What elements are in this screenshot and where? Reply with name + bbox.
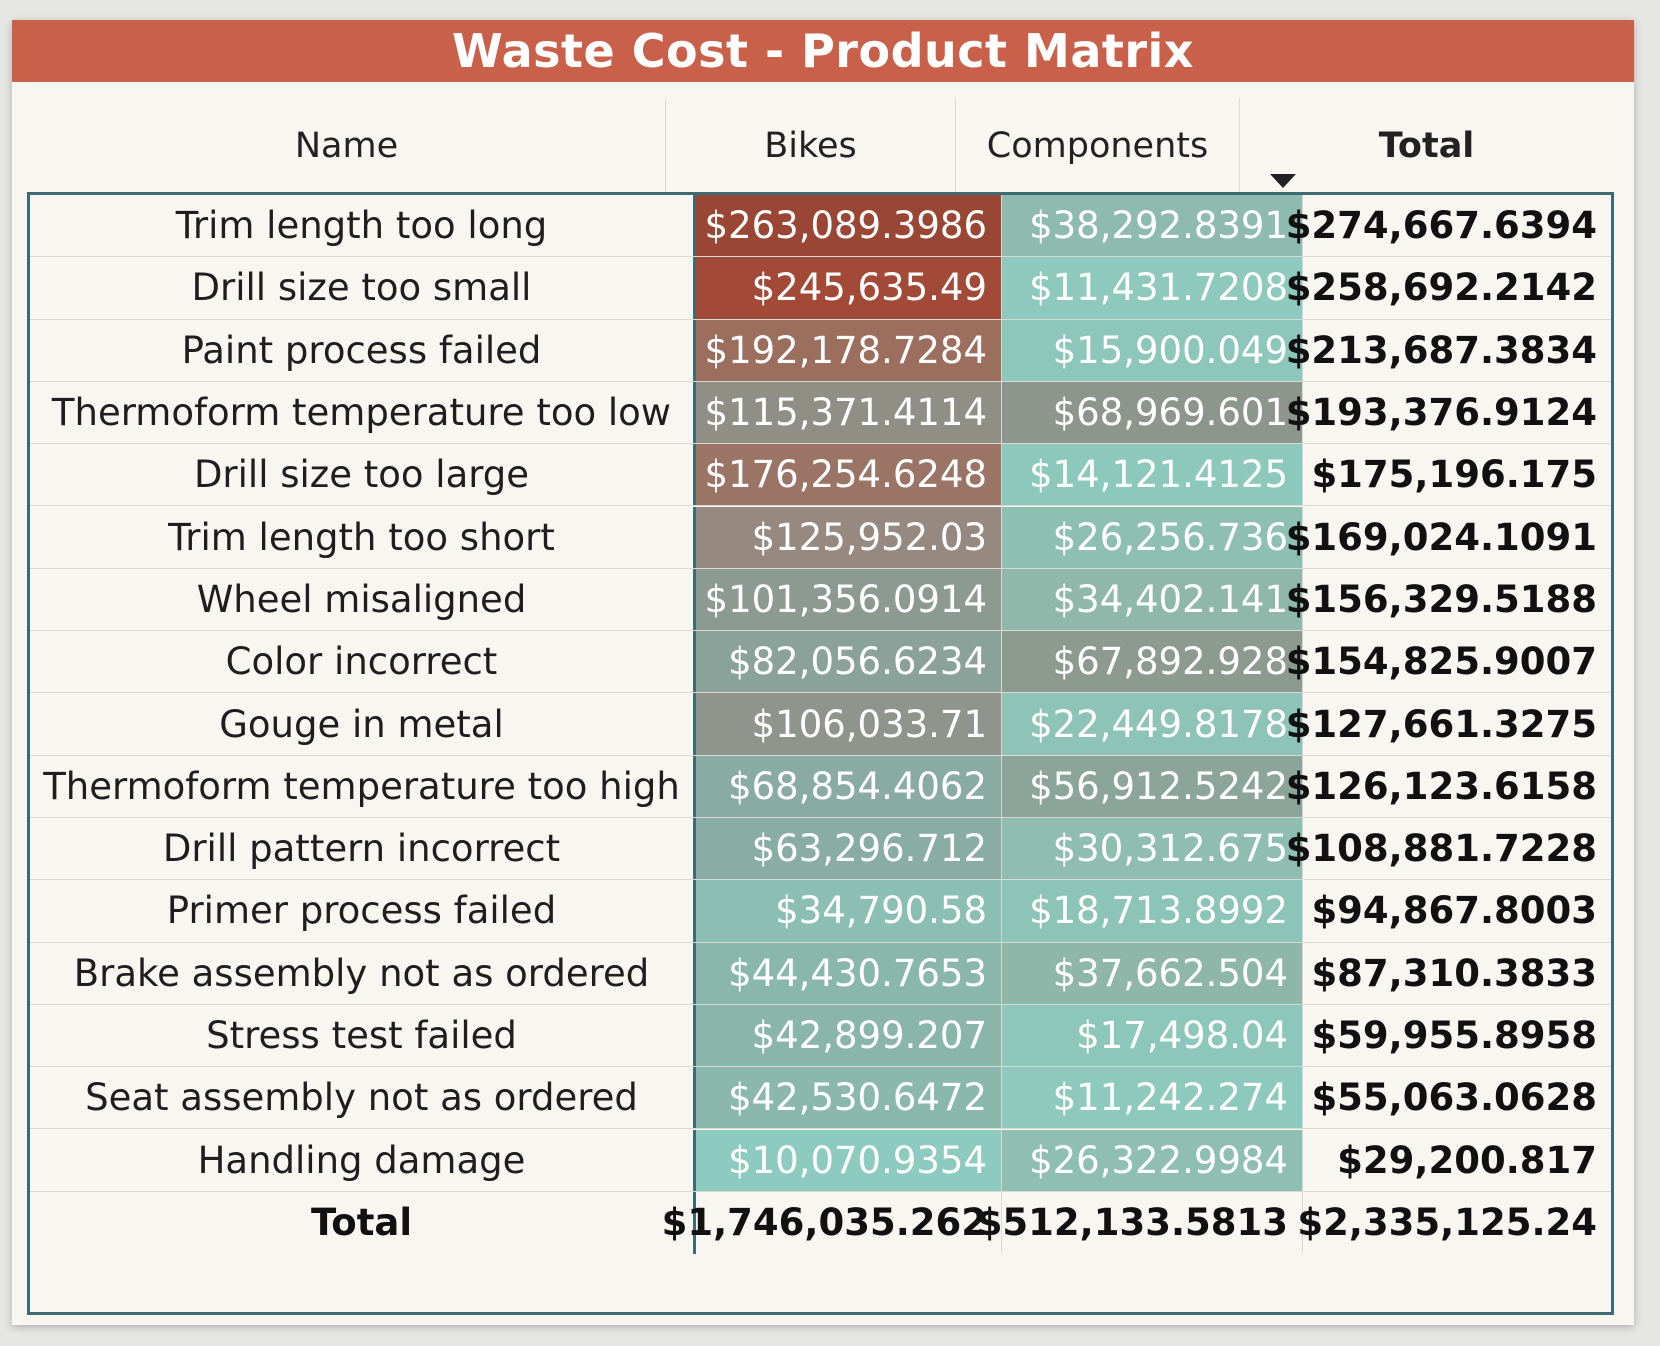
row-name-cell[interactable]: Paint process failed <box>30 319 696 381</box>
total-value-cell[interactable]: $108,881.7228 <box>1285 827 1597 871</box>
bikes-value-cell[interactable]: $106,033.71 <box>696 693 1002 755</box>
components-value-cell[interactable]: $38,292.8391 <box>1002 195 1303 257</box>
table-row[interactable]: Brake assembly not as ordered $44,430.765… <box>30 942 1611 1005</box>
row-name-cell[interactable]: Handling damage <box>30 1129 696 1191</box>
components-value-cell[interactable]: $14,121.4125 <box>1002 444 1303 506</box>
components-value-cell[interactable]: $37,662.504 <box>1002 942 1303 1004</box>
table-row[interactable]: Drill pattern incorrect $63,296.712 $30,31… <box>30 818 1611 881</box>
total-value-cell[interactable]: $94,867.8003 <box>1311 889 1597 933</box>
row-name-cell[interactable]: Seat assembly not as ordered <box>30 1067 696 1129</box>
row-name-cell[interactable]: Thermoform temperature too low <box>30 381 696 444</box>
table-row[interactable]: Color incorrect $82,056.6234 $67,892.928 $1… <box>30 631 1611 694</box>
row-name-cell[interactable]: Stress test failed <box>30 1004 696 1067</box>
row-name-cell[interactable]: Drill pattern incorrect <box>30 818 696 880</box>
column-header-bikes[interactable]: Bikes <box>666 98 956 192</box>
row-name-cell[interactable]: Primer process failed <box>30 880 696 942</box>
total-bikes-value: $1,746,035.262 <box>662 1191 1002 1255</box>
components-value-cell[interactable]: $11,431.7208 <box>1002 257 1303 319</box>
bikes-value-cell[interactable]: $176,254.6248 <box>696 444 1002 506</box>
row-name-cell[interactable]: Gouge in metal <box>30 693 696 755</box>
bikes-value-cell[interactable]: $44,430.7653 <box>696 942 1002 1004</box>
bikes-value-cell[interactable]: $34,790.58 <box>696 880 1002 942</box>
total-value-cell[interactable]: $87,310.3833 <box>1311 951 1597 995</box>
components-value-cell[interactable]: $17,498.04 <box>1002 1004 1303 1067</box>
components-value-cell[interactable]: $34,402.141 <box>1002 568 1303 631</box>
table-row[interactable]: Gouge in metal $106,033.71 $22,449.8178 $12… <box>30 693 1611 756</box>
row-name-cell[interactable]: Drill size too large <box>30 444 696 506</box>
row-name-cell[interactable]: Wheel misaligned <box>30 568 696 631</box>
total-value-cell[interactable]: $169,024.1091 <box>1285 515 1597 559</box>
components-value-cell[interactable]: $26,256.736 <box>1002 506 1303 568</box>
components-value-cell[interactable]: $22,449.8178 <box>1002 693 1303 755</box>
matrix-visual: Waste Cost - Product Matrix Name Bikes C… <box>12 20 1634 1325</box>
bikes-value-cell[interactable]: $63,296.712 <box>696 818 1002 880</box>
row-name-cell[interactable]: Trim length too long <box>30 195 696 257</box>
total-value-cell[interactable]: $175,196.175 <box>1311 453 1597 497</box>
matrix-grid: Trim length too long $263,089.3986 $38,292… <box>27 192 1614 1315</box>
table-row[interactable]: Wheel misaligned $101,356.0914 $34,402.141… <box>30 568 1611 632</box>
total-value-cell[interactable]: $55,063.0628 <box>1311 1076 1597 1120</box>
bikes-value-cell[interactable]: $263,089.3986 <box>696 195 1002 257</box>
bikes-value-cell[interactable]: $115,371.4114 <box>696 381 1002 444</box>
table-row[interactable]: Trim length too long $263,089.3986 $38,292… <box>30 195 1611 258</box>
table-row[interactable]: Drill size too large $176,254.6248 $14,121… <box>30 444 1611 507</box>
bikes-value-cell[interactable]: $68,854.4062 <box>696 755 1002 817</box>
bikes-value-cell[interactable]: $42,899.207 <box>696 1004 1002 1067</box>
row-name-cell[interactable]: Brake assembly not as ordered <box>30 942 696 1004</box>
bikes-value-cell[interactable]: $192,178.7284 <box>696 319 1002 381</box>
row-name-cell[interactable]: Drill size too small <box>30 257 696 319</box>
bikes-value-cell[interactable]: $10,070.9354 <box>696 1129 1002 1191</box>
row-name-cell[interactable]: Color incorrect <box>30 631 696 693</box>
table-row[interactable]: Seat assembly not as ordered $42,530.6472… <box>30 1067 1611 1130</box>
total-value-cell[interactable]: $258,692.2142 <box>1285 266 1597 310</box>
table-row[interactable]: Handling damage $10,070.9354 $26,322.9984 $… <box>30 1129 1611 1192</box>
table-row[interactable]: Drill size too small $245,635.49 $11,431.7… <box>30 257 1611 320</box>
row-name-cell[interactable]: Trim length too short <box>30 506 696 568</box>
total-components-value: $512,133.5813 <box>977 1191 1303 1255</box>
column-header-total[interactable]: Total <box>1240 98 1613 192</box>
grand-total-value: $2,335,125.24 <box>1297 1201 1597 1245</box>
bikes-value-cell[interactable]: $42,530.6472 <box>696 1067 1002 1129</box>
total-value-cell[interactable]: $59,955.8958 <box>1311 1014 1597 1058</box>
total-value-cell[interactable]: $274,667.6394 <box>1285 204 1597 248</box>
total-value-cell[interactable]: $127,661.3275 <box>1285 702 1597 746</box>
row-name-cell[interactable]: Thermoform temperature too high <box>30 755 696 817</box>
components-value-cell[interactable]: $68,969.601 <box>1002 381 1303 444</box>
bikes-value-cell[interactable]: $101,356.0914 <box>696 568 1002 631</box>
components-value-cell[interactable]: $26,322.9984 <box>1002 1129 1303 1191</box>
table-row[interactable]: Paint process failed $192,178.7284 $15,900… <box>30 319 1611 382</box>
column-header-total-label: Total <box>1378 126 1475 166</box>
caret-down-icon[interactable] <box>1270 174 1296 188</box>
components-value-cell[interactable]: $15,900.049 <box>1002 319 1303 381</box>
bikes-value-cell[interactable]: $125,952.03 <box>696 506 1002 568</box>
bikes-value-cell[interactable]: $82,056.6234 <box>696 631 1002 693</box>
components-value-cell[interactable]: $30,312.675 <box>1002 818 1303 880</box>
column-header-name[interactable]: Name <box>28 98 666 192</box>
components-value-cell[interactable]: $11,242.274 <box>1002 1067 1303 1129</box>
visual-title: Waste Cost - Product Matrix <box>12 20 1634 82</box>
total-row-label: Total <box>30 1191 696 1255</box>
components-value-cell[interactable]: $56,912.5242 <box>1002 755 1303 817</box>
bikes-value-cell[interactable]: $245,635.49 <box>696 257 1002 319</box>
total-value-cell[interactable]: $213,687.3834 <box>1285 328 1597 372</box>
total-value-cell[interactable]: $126,123.6158 <box>1285 764 1597 808</box>
total-value-cell[interactable]: $193,376.9124 <box>1285 391 1597 435</box>
components-value-cell[interactable]: $67,892.928 <box>1002 631 1303 693</box>
components-value-cell[interactable]: $18,713.8992 <box>1002 880 1303 942</box>
total-value-cell[interactable]: $156,329.5188 <box>1285 577 1597 621</box>
total-value-cell[interactable]: $29,200.817 <box>1337 1138 1597 1182</box>
total-value-cell[interactable]: $154,825.9007 <box>1285 640 1597 684</box>
table-row[interactable]: Thermoform temperature too high $68,854.4… <box>30 755 1611 818</box>
table-row[interactable]: Stress test failed $42,899.207 $17,498.04 $… <box>30 1004 1611 1068</box>
total-row: Total $1,746,035.262 $512,133.5813 $2,335,1… <box>30 1191 1611 1255</box>
table-row[interactable]: Trim length too short $125,952.03 $26,256.… <box>30 506 1611 569</box>
column-header-row: Name Bikes Components Total <box>28 98 1613 192</box>
column-header-components[interactable]: Components <box>956 98 1240 192</box>
table-row[interactable]: Thermoform temperature too low $115,371.4… <box>30 381 1611 445</box>
table-row[interactable]: Primer process failed $34,790.58 $18,713.8… <box>30 880 1611 943</box>
